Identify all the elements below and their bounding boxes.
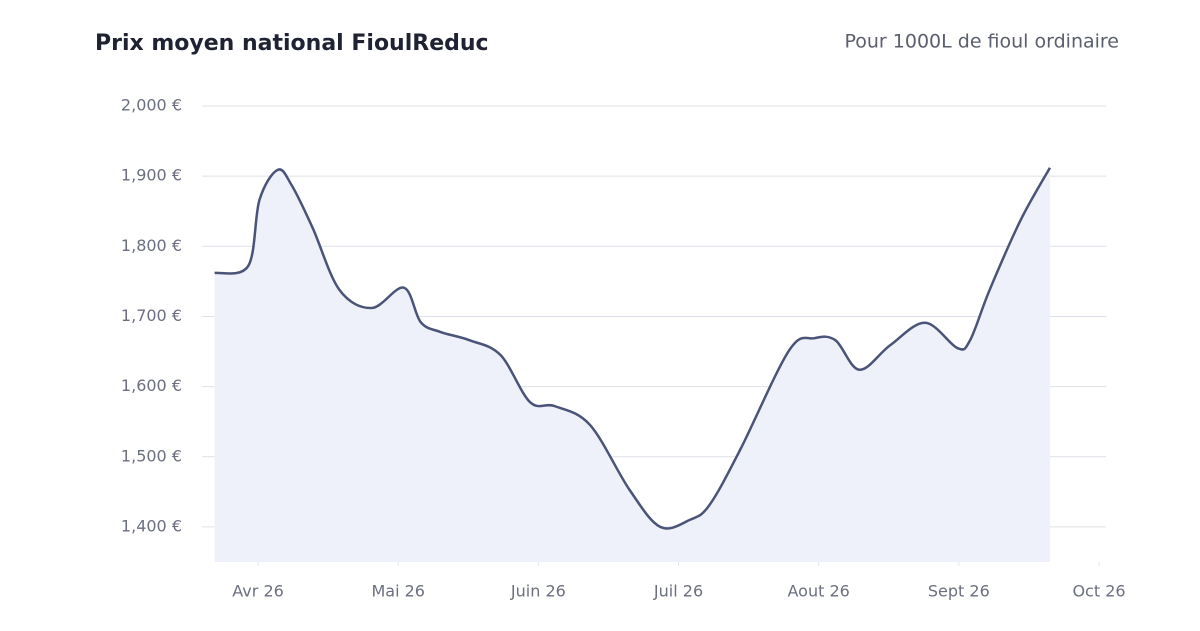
x-tick-label: Avr 26 <box>232 582 284 601</box>
x-tick-label: Oct 26 <box>1072 582 1125 601</box>
price-line <box>214 167 1052 530</box>
chart-subtitle: Pour 1000L de fioul ordinaire <box>844 31 1119 53</box>
area-fill <box>214 167 1050 562</box>
y-tick-label: 1,700 € <box>121 306 182 325</box>
y-tick-label: 1,800 € <box>121 236 182 255</box>
y-tick-label: 1,400 € <box>121 516 182 535</box>
x-tick-label: Aout 26 <box>788 582 850 601</box>
y-tick-label: 1,600 € <box>121 376 182 395</box>
x-tick-label: Mai 26 <box>371 582 425 601</box>
x-tick-label: Sept 26 <box>928 582 990 601</box>
chart-title: Prix moyen national FioulReduc <box>95 31 489 56</box>
x-tick-label: Juin 26 <box>510 582 566 601</box>
x-tick-label: Juil 26 <box>653 582 703 601</box>
y-tick-label: 1,500 € <box>121 446 182 465</box>
y-tick-label: 1,900 € <box>121 166 182 185</box>
y-tick-label: 2,000 € <box>121 96 182 115</box>
